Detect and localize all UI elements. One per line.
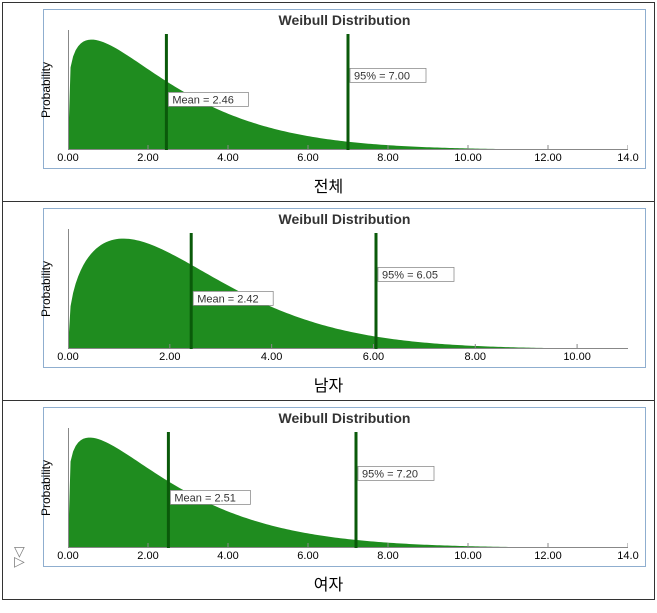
p95-label-text: 95% = 6.05 (382, 269, 438, 281)
chart-cell-1: Weibull DistributionProbabilityMean = 2.… (43, 208, 646, 368)
mean-label-text: Mean = 2.42 (197, 293, 258, 305)
chart-cell-0: Weibull DistributionProbabilityMean = 2.… (43, 9, 646, 169)
chart-title: Weibull Distribution (44, 10, 645, 30)
x-tick-label: 10.00 (454, 152, 482, 164)
x-tick-label: 0.00 (57, 550, 78, 562)
distribution-svg: Mean = 2.46 95% = 7.00 (68, 30, 628, 150)
plot-row: Probability Mean = 2.51 95% = 7.20 (44, 428, 645, 548)
distribution-svg: Mean = 2.51 95% = 7.20 (68, 428, 628, 548)
x-tick-label: 4.00 (217, 550, 238, 562)
x-tick-label: 14.0 (617, 152, 638, 164)
chart-title: Weibull Distribution (44, 408, 645, 428)
y-axis-label-text: Probability (39, 261, 53, 317)
handle-right-icon[interactable]: ▷ (14, 553, 25, 569)
x-tick-label: 8.00 (465, 351, 486, 363)
chart-title: Weibull Distribution (44, 209, 645, 229)
y-axis-label-text: Probability (39, 62, 53, 118)
x-ticks: 0.002.004.006.008.0010.00 (68, 349, 628, 367)
y-axis-label: Probability (44, 229, 68, 349)
axis-control-handles[interactable]: ▽▷ (14, 546, 25, 566)
x-tick-label: 8.00 (377, 550, 398, 562)
x-tick-label: 6.00 (363, 351, 384, 363)
x-tick-label: 6.00 (297, 550, 318, 562)
x-tick-label: 14.0 (617, 550, 638, 562)
x-tick-label: 10.00 (454, 550, 482, 562)
x-tick-label: 0.00 (57, 152, 78, 164)
mean-label-text: Mean = 2.46 (172, 94, 233, 106)
panel-1: Weibull DistributionProbabilityMean = 2.… (3, 208, 654, 401)
y-axis-label: Probability (44, 30, 68, 150)
y-axis-label: Probability (44, 428, 68, 548)
x-tick-label: 4.00 (261, 351, 282, 363)
plot-row: Probability Mean = 2.42 95% = 6.05 (44, 229, 645, 349)
plot-row: Probability Mean = 2.46 95% = 7.00 (44, 30, 645, 150)
x-tick-label: 12.00 (534, 550, 562, 562)
x-tick-label: 0.00 (57, 351, 78, 363)
x-ticks: 0.002.004.006.008.0010.0012.0014.0 (68, 548, 628, 566)
p95-label-text: 95% = 7.00 (354, 70, 410, 82)
plot-area: Mean = 2.46 95% = 7.00 (68, 30, 645, 150)
p95-label-text: 95% = 7.20 (362, 468, 418, 480)
panel-2: Weibull DistributionProbabilityMean = 2.… (3, 407, 654, 599)
x-tick-label: 4.00 (217, 152, 238, 164)
x-tick-label: 2.00 (137, 550, 158, 562)
plot-area: Mean = 2.42 95% = 6.05 (68, 229, 645, 349)
figure-frame: Weibull DistributionProbabilityMean = 2.… (2, 2, 655, 600)
x-tick-label: 2.00 (137, 152, 158, 164)
x-tick-label: 6.00 (297, 152, 318, 164)
panel-caption: 남자 (3, 370, 654, 400)
plot-area: Mean = 2.51 95% = 7.20 (68, 428, 645, 548)
x-tick-label: 12.00 (534, 152, 562, 164)
x-ticks: 0.002.004.006.008.0010.0012.0014.0 (68, 150, 628, 168)
mean-label-text: Mean = 2.51 (174, 492, 235, 504)
x-tick-label: 8.00 (377, 152, 398, 164)
panel-caption: 여자 (3, 569, 654, 599)
y-axis-label-text: Probability (39, 460, 53, 516)
chart-cell-2: Weibull DistributionProbabilityMean = 2.… (43, 407, 646, 567)
x-tick-label: 10.00 (563, 351, 591, 363)
panel-caption: 전체 (3, 171, 654, 201)
panel-0: Weibull DistributionProbabilityMean = 2.… (3, 9, 654, 202)
distribution-svg: Mean = 2.42 95% = 6.05 (68, 229, 628, 349)
x-tick-label: 2.00 (159, 351, 180, 363)
